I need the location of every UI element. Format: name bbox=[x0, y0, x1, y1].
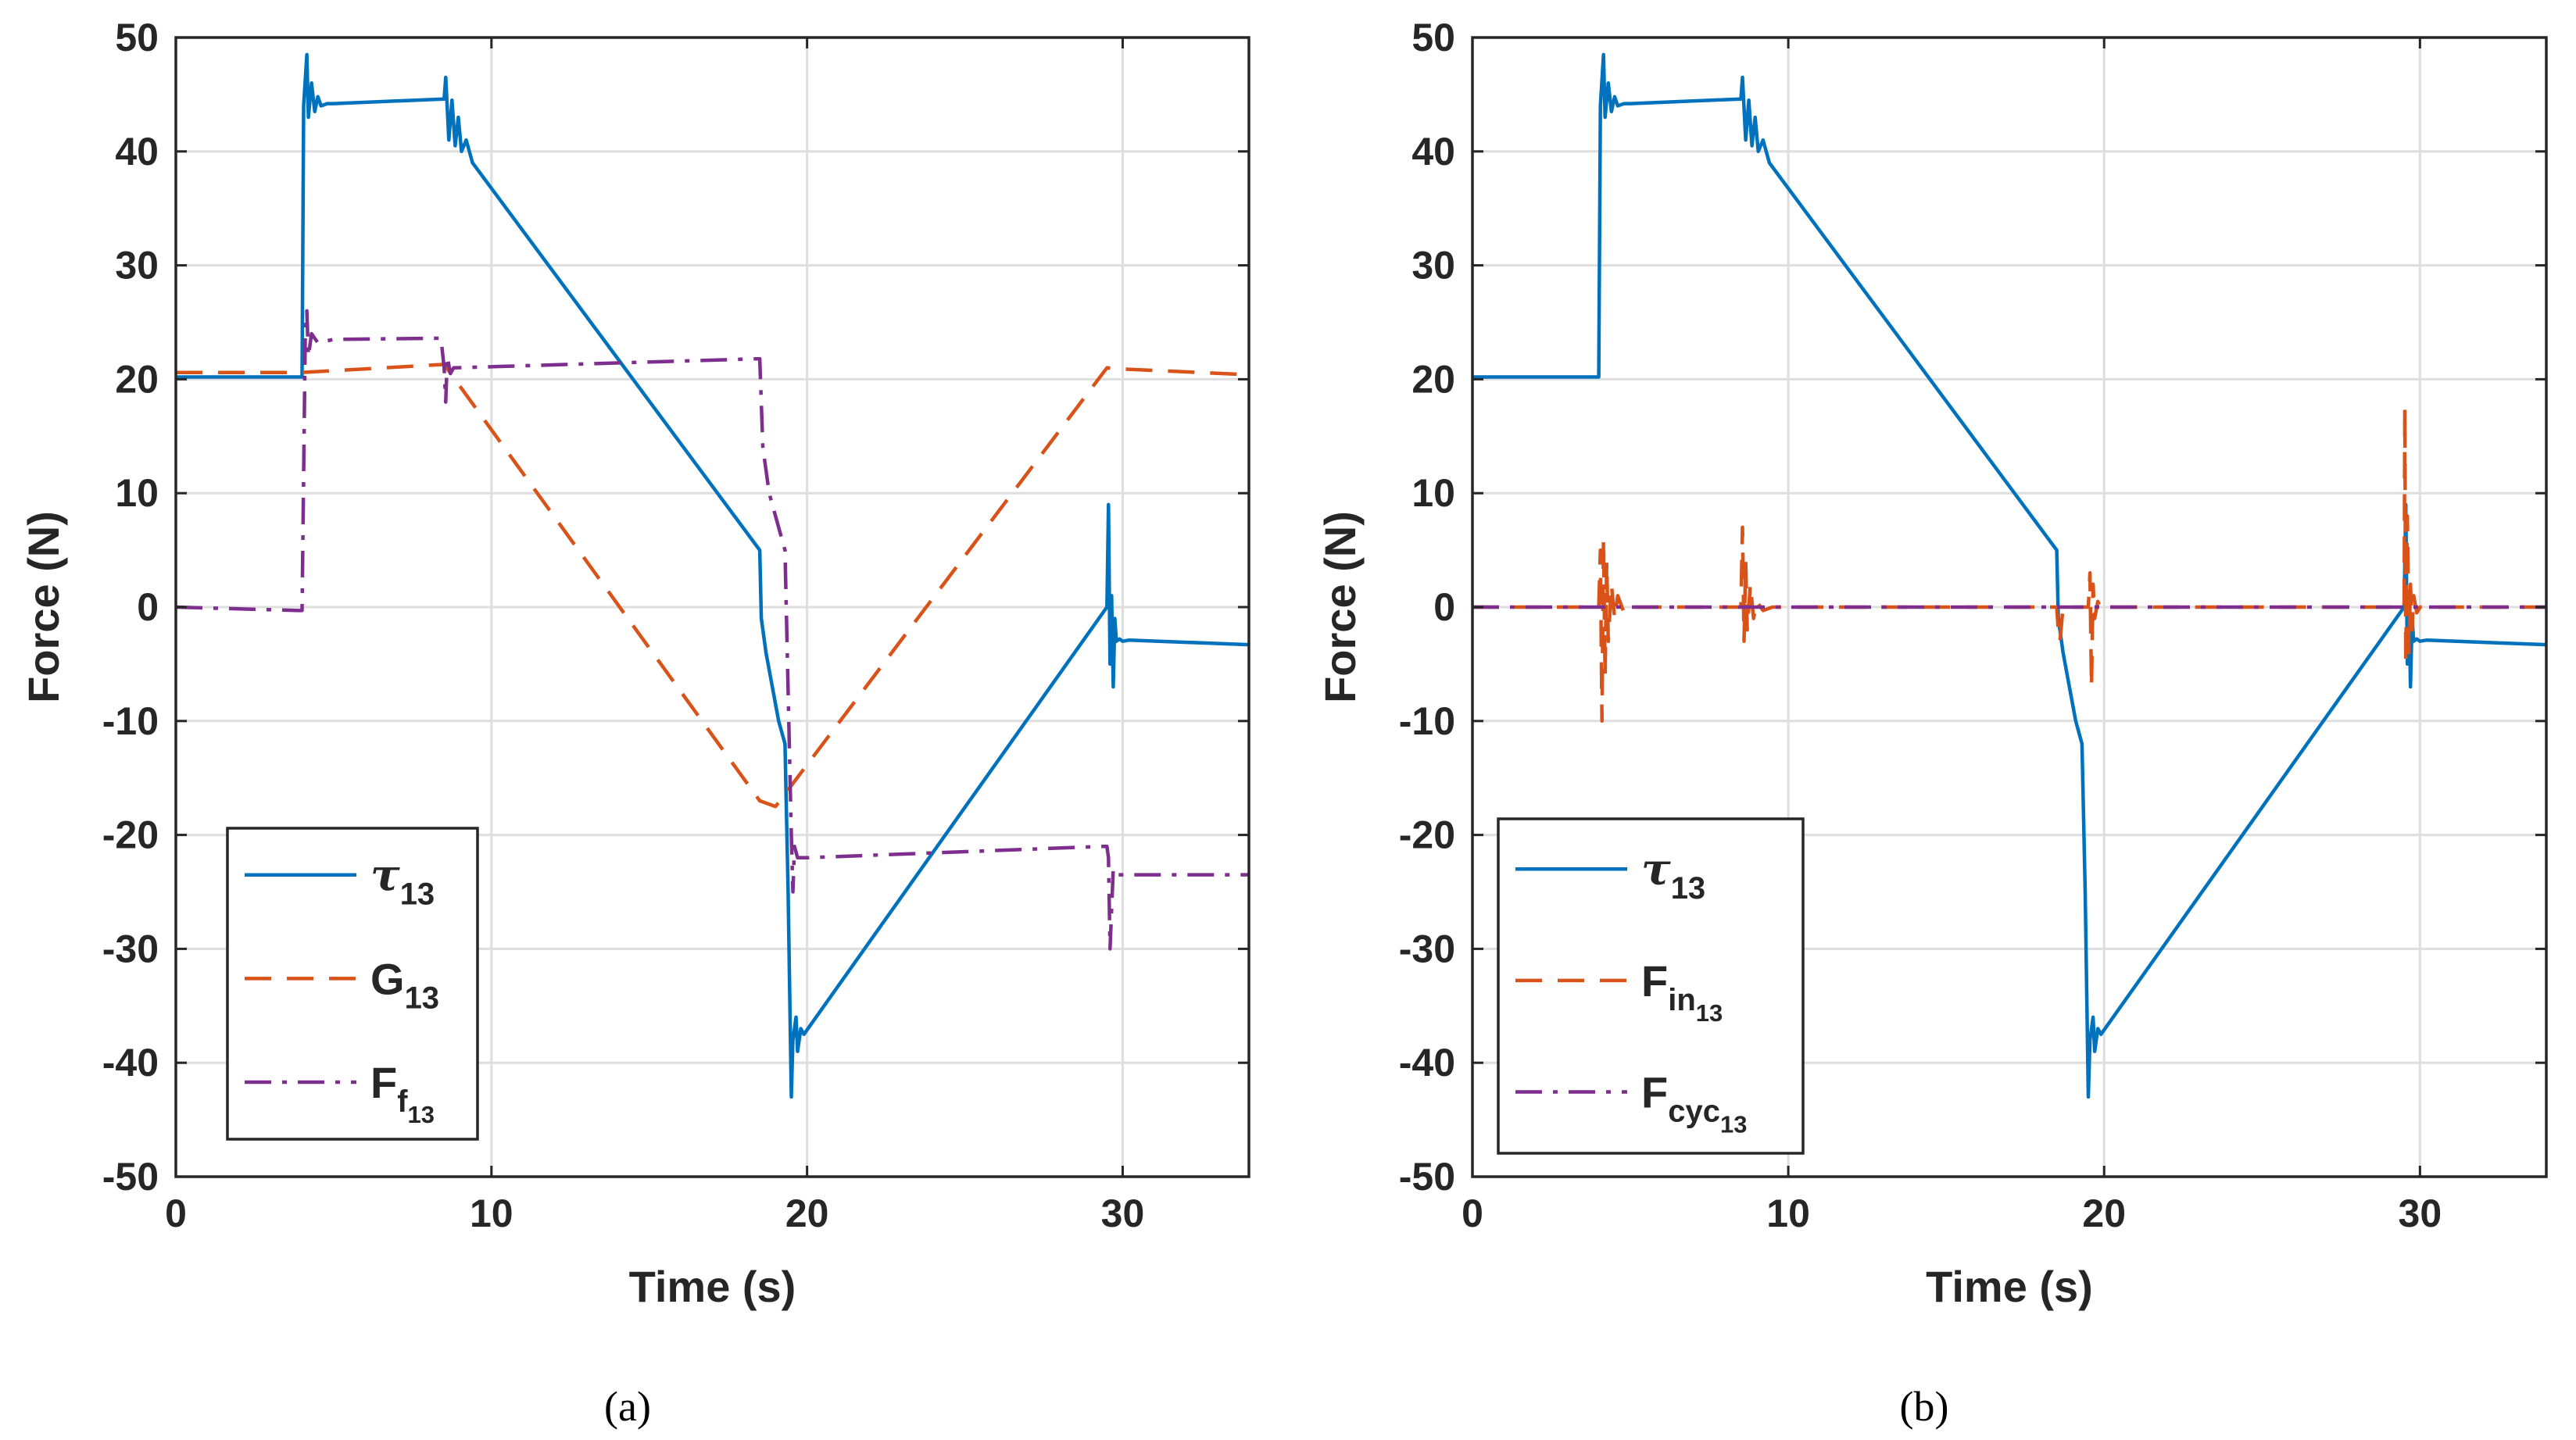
legend-label-subscript: 13 bbox=[400, 877, 435, 912]
y-tick-label: -10 bbox=[1399, 699, 1455, 743]
legend-label-main: F bbox=[1641, 956, 1668, 1006]
y-axis-label: Force (N) bbox=[1315, 511, 1365, 703]
legend-label-main: τ bbox=[1641, 844, 1671, 895]
y-tick-label: -40 bbox=[1399, 1041, 1455, 1084]
legend-label-Fin13: Fin13 bbox=[1641, 956, 1723, 1027]
y-tick-label: 30 bbox=[1411, 244, 1455, 288]
y-tick-label: 10 bbox=[1411, 471, 1455, 515]
x-tick-label: 10 bbox=[470, 1192, 513, 1235]
y-tick-label: 20 bbox=[1411, 357, 1455, 401]
y-tick-label: 0 bbox=[137, 585, 159, 629]
y-tick-label: 30 bbox=[115, 244, 159, 288]
legend-label-subscript: 13 bbox=[405, 981, 440, 1015]
x-axis-label: Time (s) bbox=[1926, 1262, 2093, 1311]
y-tick-label: -30 bbox=[1399, 927, 1455, 970]
x-tick-label: 20 bbox=[2082, 1192, 2126, 1235]
x-axis-label: Time (s) bbox=[629, 1262, 796, 1311]
legend-label-main: F bbox=[370, 1058, 397, 1107]
panel-caption: (a) bbox=[604, 1383, 651, 1430]
chart-panel-2: 0 10 20 30 -50 -40 -30 -20 -10 0 10 20 30 40 50 Time (s… bbox=[1315, 16, 2548, 1430]
y-tick-label: -50 bbox=[102, 1155, 159, 1199]
legend-label-subscript: cyc bbox=[1668, 1095, 1720, 1129]
legend-label-subscript: f bbox=[397, 1084, 408, 1119]
legend-label-G13: G13 bbox=[370, 954, 439, 1015]
y-tick-label: -40 bbox=[102, 1041, 159, 1084]
y-tick-label: -10 bbox=[102, 699, 159, 743]
y-tick-label: -30 bbox=[102, 927, 159, 970]
series-line-G13 bbox=[176, 363, 1249, 809]
y-tick-label: -20 bbox=[102, 813, 159, 857]
legend-label-Ff13: Ff13 bbox=[370, 1058, 435, 1128]
chart-panel-1: 0 10 20 30 -50 -40 -30 -20 -10 0 10 20 30 40 50 Time (s… bbox=[19, 16, 1250, 1430]
legend-box bbox=[226, 827, 479, 1141]
series-line-Ff13 bbox=[176, 309, 1249, 951]
y-tick-label: -50 bbox=[1399, 1155, 1455, 1199]
legend-label-main: G bbox=[370, 954, 405, 1003]
y-tick-label: 20 bbox=[115, 357, 159, 401]
series-group bbox=[1472, 52, 2546, 1099]
x-tick-label: 0 bbox=[165, 1192, 187, 1235]
y-tick-label: 40 bbox=[115, 130, 159, 173]
x-tick-label: 20 bbox=[785, 1192, 829, 1235]
y-tick-label: -20 bbox=[1399, 813, 1455, 857]
legend-label-subsubscript: 13 bbox=[1696, 999, 1723, 1027]
series-line-τ13 bbox=[176, 52, 1249, 1099]
series-line-Fin13 bbox=[1472, 406, 2546, 724]
legend-label-τ13: τ13 bbox=[1641, 844, 1705, 906]
series-group bbox=[176, 52, 1249, 1099]
legend-label-Fcyc13: Fcyc13 bbox=[1641, 1068, 1747, 1138]
legend-label-subscript: 13 bbox=[1671, 871, 1706, 906]
legend-label-τ13: τ13 bbox=[370, 850, 435, 912]
legend-label-subscript: in bbox=[1668, 983, 1696, 1017]
legend-box bbox=[1497, 817, 1805, 1155]
y-tick-label: 50 bbox=[115, 16, 159, 59]
y-axis-label: Force (N) bbox=[19, 511, 68, 703]
legend-label-subsubscript: 13 bbox=[408, 1101, 435, 1128]
panel-caption: (b) bbox=[1900, 1383, 1949, 1430]
x-tick-label: 30 bbox=[1101, 1192, 1145, 1235]
y-tick-label: 40 bbox=[1411, 130, 1455, 173]
x-tick-label: 10 bbox=[1766, 1192, 1810, 1235]
legend-label-main: τ bbox=[370, 850, 400, 902]
legend-label-subsubscript: 13 bbox=[1720, 1111, 1747, 1138]
y-tick-label: 0 bbox=[1433, 585, 1455, 629]
legend-label-main: F bbox=[1641, 1068, 1668, 1117]
y-tick-label: 10 bbox=[115, 471, 159, 515]
x-tick-label: 0 bbox=[1462, 1192, 1483, 1235]
x-tick-label: 30 bbox=[2399, 1192, 2442, 1235]
y-tick-label: 50 bbox=[1411, 16, 1455, 59]
